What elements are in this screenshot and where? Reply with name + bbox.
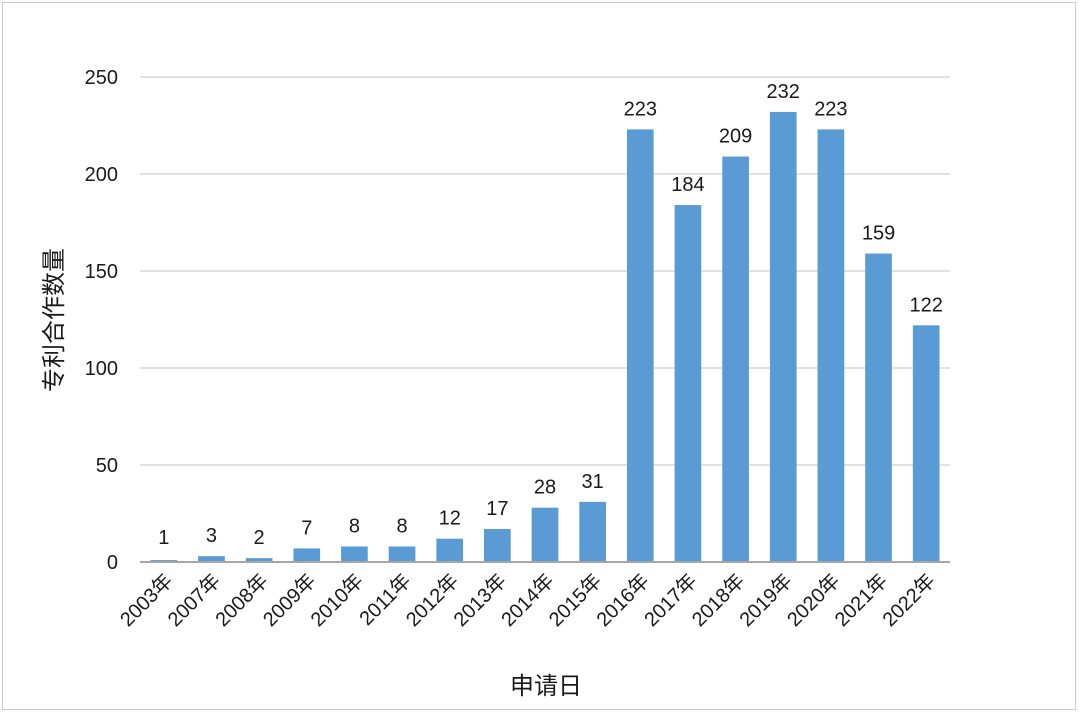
data-label: 28 (534, 477, 556, 499)
x-tick-label: 2017年 (640, 569, 702, 631)
data-label: 17 (486, 498, 508, 520)
bar (531, 507, 559, 562)
y-tick-label: 50 (96, 455, 118, 477)
x-tick-label: 2009年 (258, 569, 320, 631)
data-label: 232 (767, 81, 800, 103)
data-label: 209 (719, 126, 752, 148)
y-tick-label: 200 (85, 164, 118, 186)
bar (912, 325, 940, 562)
x-tick-label: 2016年 (592, 569, 654, 631)
x-tick-label: 2015年 (544, 569, 606, 631)
y-tick-label: 250 (85, 67, 118, 89)
data-label: 159 (862, 223, 895, 245)
bar (817, 129, 845, 562)
x-tick-label: 2008年 (211, 569, 273, 631)
data-label: 12 (439, 508, 461, 530)
bar (674, 205, 702, 563)
data-labels: 1 3 2 7 8 8 12 17 28 31 223 184 209 232 223 159 122 (158, 81, 943, 549)
bar (579, 501, 606, 562)
data-label: 184 (671, 174, 704, 196)
bar (245, 558, 273, 562)
bar (865, 253, 892, 563)
data-label: 122 (909, 294, 942, 316)
bar (293, 548, 321, 562)
y-axis-title: 专利合作数量 (40, 248, 68, 392)
bar (626, 129, 654, 562)
x-tick-label: 2003年 (115, 569, 177, 631)
data-label: 223 (814, 98, 847, 120)
x-tick-label: 2022年 (878, 569, 940, 631)
x-tick-label: 2021年 (830, 569, 892, 631)
x-tick-label: 2020年 (783, 569, 845, 631)
y-tick-label: 100 (85, 358, 118, 380)
data-label: 223 (624, 98, 657, 120)
data-label: 2 (254, 527, 265, 549)
bar (341, 546, 368, 562)
x-tick-label: 2018年 (687, 569, 749, 631)
bars (150, 111, 940, 563)
x-tick-label: 2014年 (497, 569, 559, 631)
data-label: 7 (301, 517, 312, 539)
bar (484, 529, 511, 562)
x-axis-title: 申请日 (510, 672, 582, 700)
bar (769, 111, 797, 563)
gridlines (140, 76, 950, 466)
y-axis-ticks: 0 50 100 150 200 250 (85, 67, 118, 574)
bar (198, 556, 225, 562)
bar (722, 156, 749, 563)
data-label: 8 (396, 515, 407, 537)
bar (436, 538, 464, 562)
y-tick-label: 150 (85, 261, 118, 283)
data-label: 1 (158, 527, 169, 549)
x-tick-label: 2013年 (449, 569, 511, 631)
data-label: 31 (582, 471, 604, 493)
y-tick-label: 0 (107, 552, 118, 574)
data-label: 8 (349, 515, 360, 537)
x-tick-label: 2007年 (163, 569, 225, 631)
x-tick-label: 2019年 (735, 569, 797, 631)
data-label: 3 (206, 525, 217, 547)
bar (388, 546, 416, 562)
x-axis-ticks: 2003年2007年2008年2009年2010年2011年2012年2013年… (115, 569, 939, 631)
x-tick-label: 2012年 (401, 569, 463, 631)
x-tick-label: 2010年 (306, 569, 368, 631)
